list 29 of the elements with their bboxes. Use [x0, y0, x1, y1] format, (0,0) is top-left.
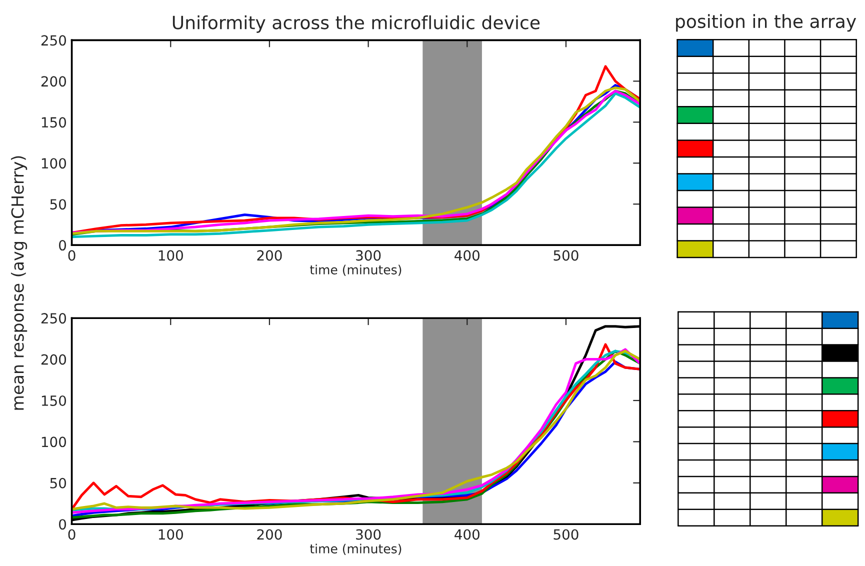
text: position in the array	[676, 14, 856, 32]
y-tick-label: 150	[42, 395, 66, 406]
x-tick-label: 0	[68, 529, 76, 540]
y-tick-label: 100	[42, 436, 66, 448]
x-tick-label: 500	[554, 529, 578, 540]
x-axis-title: time (minutes)	[310, 544, 402, 555]
y-tick-label: 0	[59, 519, 66, 530]
x-tick-label: 100	[158, 250, 183, 261]
x-tick-label: 400	[454, 250, 480, 261]
x-tick-label: 200	[257, 529, 282, 540]
y-tick-label: 50	[50, 478, 66, 488]
y-tick-label: 200	[41, 76, 66, 87]
x-tick-label: 300	[356, 529, 381, 540]
x-tick-label: 500	[554, 250, 578, 261]
y-tick-label: 0	[59, 240, 66, 251]
y-tick-label: 250	[41, 313, 66, 324]
y-tick-label: 50	[50, 199, 66, 210]
y-tick-label: 200	[41, 354, 66, 365]
y-tick-label: 150	[42, 117, 66, 128]
y-tick-label: 250	[41, 35, 66, 46]
x-tick-label: 0	[68, 250, 76, 261]
chart-title: Uniformity across the microfluidic device	[172, 15, 540, 33]
x-axis-title: time (minutes)	[310, 264, 402, 276]
x-tick-label: 400	[454, 529, 480, 540]
y-axis-title: mean response (avg mCHerry)	[10, 156, 28, 410]
x-tick-label: 200	[257, 250, 282, 261]
x-tick-label: 100	[158, 529, 183, 540]
x-tick-label: 300	[356, 250, 381, 261]
y-tick-label: 100	[42, 158, 66, 169]
